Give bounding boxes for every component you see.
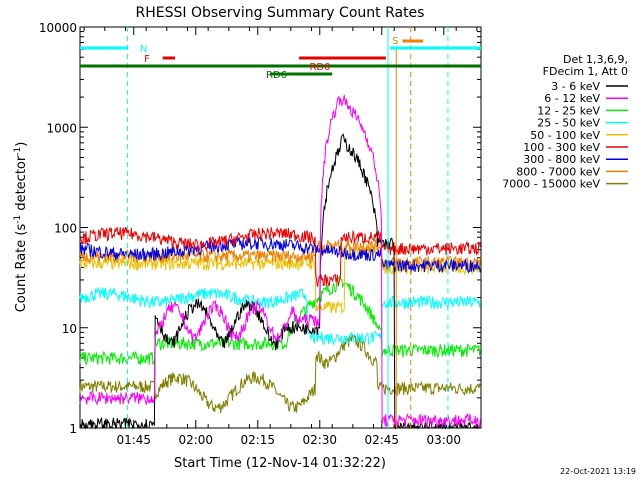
series-line-3-6-kev xyxy=(79,133,481,430)
y-tick-label: 1000 xyxy=(46,121,77,135)
series-line-100-300-kev xyxy=(79,226,481,287)
legend-label: 6 - 12 keV xyxy=(544,92,600,105)
legend-label: 7000 - 15000 keV xyxy=(502,178,600,191)
chart-title: RHESSI Observing Summary Count Rates xyxy=(136,5,425,21)
legend-label: 12 - 25 keV xyxy=(537,104,600,117)
legend-label: 50 - 100 keV xyxy=(530,129,600,142)
series-line-6-12-kev xyxy=(79,95,481,429)
flag-label: F xyxy=(144,54,150,65)
axes: 01:45 02:00 02:15 02:30 02:45 03:00 1 10 100 1000… xyxy=(39,21,482,447)
footer-date: 22-Oct-2021 13:19 xyxy=(560,467,636,476)
legend-label: 3 - 6 keV xyxy=(551,80,600,93)
series-line-25-50-kev xyxy=(79,287,481,346)
x-tick-label: 02:00 xyxy=(178,433,213,447)
flag-bars: NF RD6 RD0 S xyxy=(80,27,481,428)
legend-header: FDecim 1, Att 0 xyxy=(543,65,628,78)
y-tick-label: 10 xyxy=(62,322,77,336)
flag-label: RD6 xyxy=(266,70,287,81)
legend-label: 25 - 50 keV xyxy=(537,117,600,130)
y-tick-label: 10000 xyxy=(39,21,77,35)
y-tick-label: 100 xyxy=(54,222,77,236)
y-tick-label: 1 xyxy=(69,422,77,436)
legend-label: 100 - 300 keV xyxy=(523,141,600,154)
series-line-300-800-kev xyxy=(79,236,481,274)
flag-label: S xyxy=(392,36,398,47)
legend-header: Det 1,3,6,9, xyxy=(563,53,628,66)
x-axis-label: Start Time (12-Nov-14 01:32:22) xyxy=(174,456,386,471)
series-line-12-25-kev xyxy=(79,275,481,366)
x-tick-label: 01:45 xyxy=(116,433,151,447)
legend-label: 800 - 7000 keV xyxy=(516,165,600,178)
x-tick-label: 02:15 xyxy=(240,433,275,447)
x-tick-label: 02:30 xyxy=(302,433,337,447)
y-axis-label: Count Rate (s-1 detector-1) xyxy=(13,142,29,313)
flag-label: RD0 xyxy=(309,62,330,73)
legend-label: 300 - 800 keV xyxy=(523,153,600,166)
flag-label: N xyxy=(140,44,147,55)
series-line-7000-15000-kev xyxy=(79,334,481,414)
series-lines xyxy=(79,95,481,430)
x-tick-label: 03:00 xyxy=(426,433,461,447)
x-tick-label: 02:45 xyxy=(364,433,399,447)
